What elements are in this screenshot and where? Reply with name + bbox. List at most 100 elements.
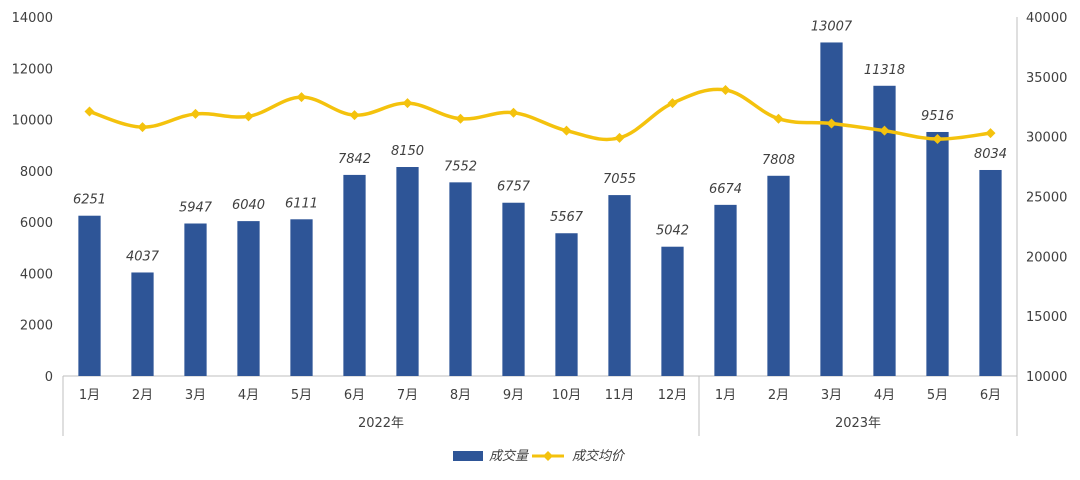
volume-bar [396, 167, 419, 376]
avg-price-marker [720, 84, 731, 95]
category-label: 2月 [132, 388, 153, 403]
data-labels: 6251 4037 5947 6040 6111 7842 8150 7552 6757 5567… [73, 19, 1007, 264]
volume-data-label: 9516 [921, 109, 954, 124]
avg-price-line [88, 87, 991, 142]
volume-data-label: 6111 [285, 196, 318, 211]
volume-bar [502, 202, 525, 376]
volume-data-label: 8034 [974, 147, 1007, 162]
category-label: 6月 [980, 388, 1001, 403]
right-tick-label: 15000 [1026, 310, 1067, 325]
volume-data-label: 6674 [709, 182, 742, 197]
volume-bar [343, 174, 366, 376]
right-tick-label: 10000 [1026, 370, 1067, 385]
volume-bar [661, 246, 684, 376]
avg-price-marker [137, 122, 148, 133]
volume-data-label: 5567 [550, 210, 584, 225]
group-label: 2022年 [358, 416, 404, 431]
volume-bar [820, 42, 843, 377]
left-tick-label: 10000 [12, 114, 53, 129]
category-label: 1月 [79, 388, 100, 403]
avg-price-marker [985, 128, 996, 139]
avg-price-marker [932, 134, 943, 145]
volume-bar [979, 169, 1002, 376]
category-label: 10月 [552, 388, 582, 403]
volume-bar [237, 221, 260, 376]
avg-price-marker [879, 125, 890, 136]
category-label: 4月 [238, 388, 259, 403]
category-label: 12月 [658, 388, 688, 403]
left-tick-label: 0 [45, 370, 53, 385]
line-series [84, 84, 996, 145]
left-tick-label: 2000 [20, 319, 53, 334]
volume-data-label: 5947 [179, 201, 213, 216]
left-tick-label: 12000 [12, 62, 53, 77]
category-label: 8月 [450, 388, 471, 403]
volume-bar [873, 85, 896, 376]
category-label: 4月 [874, 388, 895, 403]
volume-bar [767, 175, 790, 376]
avg-price-marker [773, 113, 784, 124]
avg-price-marker [561, 125, 572, 136]
left-y-axis: 0 2000 4000 6000 8000 10000 12000 14000 [12, 11, 53, 385]
volume-bar [184, 223, 207, 376]
category-label: 11月 [605, 388, 635, 403]
avg-price-marker [826, 118, 837, 129]
left-tick-label: 8000 [20, 165, 53, 180]
volume-data-label: 7552 [444, 159, 477, 174]
category-label: 5月 [927, 388, 948, 403]
right-y-axis: 10000 15000 20000 25000 30000 35000 40000 [1016, 11, 1067, 385]
right-tick-label: 30000 [1026, 131, 1067, 146]
avg-price-marker [508, 107, 519, 118]
avg-price-marker [296, 92, 307, 103]
volume-data-label: 13007 [811, 19, 853, 34]
volume-data-label: 6757 [497, 180, 531, 195]
volume-bar [608, 195, 631, 376]
left-tick-label: 4000 [20, 267, 53, 282]
volume-bar [131, 272, 154, 376]
avg-price-marker [243, 111, 254, 122]
avg-price-marker [455, 113, 466, 124]
legend-label-volume: 成交量 [489, 448, 530, 464]
avg-price-marker [190, 108, 201, 119]
category-label: 3月 [185, 388, 206, 403]
left-tick-label: 14000 [12, 11, 53, 26]
volume-data-label: 6040 [232, 198, 265, 213]
right-tick-label: 40000 [1026, 11, 1067, 26]
volume-bar [78, 215, 101, 376]
right-tick-label: 20000 [1026, 250, 1067, 265]
avg-price-marker [402, 98, 413, 109]
volume-bar [290, 219, 313, 376]
volume-data-label: 7808 [762, 153, 795, 168]
category-label: 1月 [715, 388, 736, 403]
volume-data-label: 5042 [656, 224, 689, 239]
volume-data-label: 8150 [391, 144, 424, 159]
volume-bar [926, 131, 949, 376]
right-tick-label: 35000 [1026, 71, 1067, 86]
avg-price-marker [614, 132, 625, 143]
left-tick-label: 6000 [20, 216, 53, 231]
category-label: 6月 [344, 388, 365, 403]
avg-price-marker [84, 106, 95, 117]
category-label: 7月 [397, 388, 418, 403]
legend-label-avg-price: 成交均价 [572, 448, 626, 464]
x-axis: 1月 2月 3月 4月 5月 6月 7月 8月 9月 10月 11月 12月 1月 2月 3月 4月 5月 6月 2… [62, 375, 1018, 436]
volume-data-label: 6251 [73, 193, 106, 208]
category-label: 2月 [768, 388, 789, 403]
right-tick-label: 25000 [1026, 191, 1067, 206]
legend-swatch-marker [543, 451, 553, 461]
group-label: 2023年 [835, 416, 881, 431]
volume-data-label: 7842 [338, 152, 371, 167]
volume-data-label: 11318 [864, 63, 905, 78]
category-label: 9月 [503, 388, 524, 403]
bar-series [78, 42, 1002, 377]
legend: 成交量 成交均价 [453, 448, 626, 464]
volume-bar [449, 182, 472, 376]
category-label: 3月 [821, 388, 842, 403]
volume-bar [714, 204, 737, 376]
category-label: 5月 [291, 388, 312, 403]
volume-bar [555, 233, 578, 376]
avg-price-marker [349, 110, 360, 121]
avg-price-marker [667, 98, 678, 109]
legend-swatch-bar [453, 451, 483, 461]
